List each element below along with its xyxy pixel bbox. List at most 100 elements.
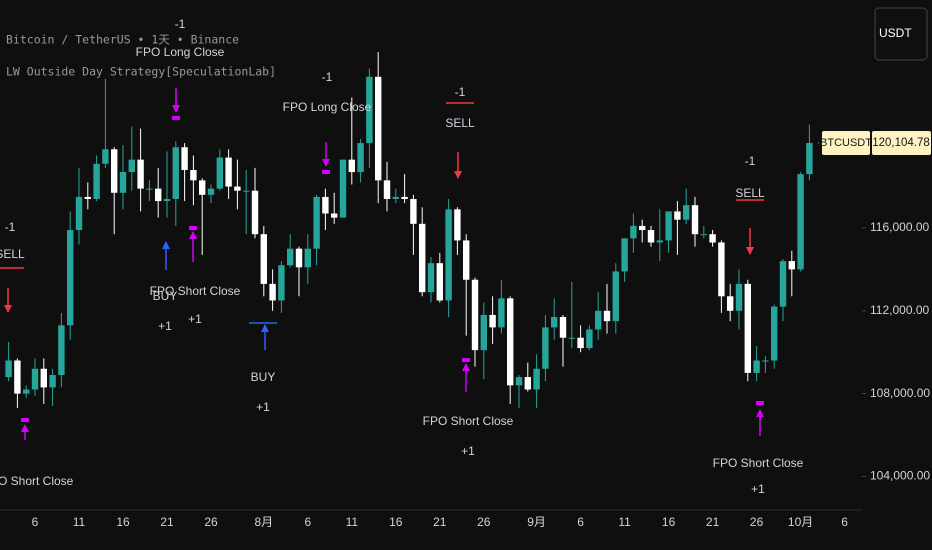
candle-body	[234, 186, 241, 191]
candle-body	[225, 157, 232, 187]
candle-body	[287, 248, 294, 266]
candle-body	[489, 314, 496, 328]
candle-body	[243, 190, 250, 192]
candle-body	[797, 174, 804, 270]
candle-body	[84, 196, 91, 199]
y-tick-label: 104,000.00	[870, 469, 930, 483]
x-tick-label: 16	[116, 515, 130, 529]
candle-body	[595, 310, 602, 330]
candle-body	[58, 325, 65, 375]
signal-label: FPO Short Close	[423, 414, 514, 428]
candle-body	[75, 196, 83, 231]
currency-label[interactable]: USDT	[879, 26, 912, 40]
signal-qty: +1	[461, 444, 475, 458]
x-tick-label: 26	[204, 515, 218, 529]
candle-body	[216, 157, 223, 189]
candle-body	[313, 196, 320, 249]
signal-label: FPO Short Close	[150, 284, 241, 298]
signal-label: SELL	[0, 247, 25, 261]
signal-qty: -1	[175, 17, 186, 31]
x-tick-label: 10月	[788, 515, 813, 529]
candle-body	[762, 360, 769, 362]
candle-body	[375, 76, 382, 181]
x-tick-label: 6	[304, 515, 311, 529]
candle-body	[656, 240, 663, 243]
candle-body	[471, 279, 479, 351]
candle-body	[542, 327, 549, 369]
candle-body	[119, 172, 127, 193]
candle-body	[146, 188, 153, 190]
signal-bar	[21, 418, 29, 422]
candle-body	[577, 337, 584, 349]
signal-label: FPO Long Close	[136, 45, 225, 59]
x-tick-label: 11	[73, 515, 86, 529]
candle-body	[744, 283, 751, 373]
symbol-tag-label: BTCUSDT	[820, 137, 872, 149]
candle-body	[480, 314, 487, 351]
signal-qty: -1	[322, 70, 333, 84]
candle-body	[207, 188, 215, 195]
y-tick-label: 112,000.00	[870, 303, 929, 317]
signal-label: FPO Short Close	[0, 474, 74, 488]
signal-arrowhead	[746, 247, 754, 255]
signal-bar	[172, 116, 180, 120]
last-price-label: 120,104.78	[872, 137, 930, 149]
x-tick-label: 9月	[527, 515, 546, 529]
candle-body	[93, 163, 100, 199]
candle-body	[445, 209, 452, 301]
candle-body	[788, 261, 795, 270]
signal-arrowhead	[261, 324, 269, 332]
signal-bar	[756, 401, 764, 405]
signal-qty: +1	[188, 312, 202, 326]
signal-arrowhead	[189, 231, 197, 239]
candle-body	[665, 211, 672, 241]
candle-body	[647, 230, 655, 243]
candle-body	[515, 377, 523, 386]
candle-body	[753, 360, 760, 373]
candle-body	[639, 225, 646, 231]
signal-bar	[189, 226, 197, 230]
x-tick-label: 21	[160, 515, 174, 529]
candle-body	[735, 283, 743, 311]
candle-body	[419, 223, 426, 293]
signal-arrowhead	[462, 363, 470, 371]
candle-body	[427, 263, 435, 293]
signal-label: BUY	[251, 370, 276, 384]
last-price-tag	[872, 130, 931, 155]
candle-body	[163, 198, 171, 202]
x-tick-label: 11	[346, 515, 359, 529]
signal-label: FPO Short Close	[713, 456, 804, 470]
x-tick-label: 21	[433, 515, 447, 529]
x-tick-label: 16	[389, 515, 403, 529]
candle-body	[683, 205, 690, 220]
plot-area	[5, 51, 813, 409]
x-tick-label: 6	[841, 515, 848, 529]
signal-bar	[322, 170, 330, 174]
candle-body	[111, 149, 118, 193]
candle-body	[366, 76, 373, 144]
signal-arrowhead	[162, 241, 170, 249]
candle-body	[727, 296, 734, 311]
candle-body	[630, 225, 637, 239]
candle-body	[304, 248, 311, 268]
signal-arrowhead	[172, 105, 180, 113]
candle-body	[137, 159, 144, 189]
candle-body	[128, 159, 135, 173]
signal-arrowhead	[756, 409, 764, 417]
x-tick-label: 6	[577, 515, 584, 529]
candle-body	[67, 230, 74, 326]
candle-body	[718, 242, 725, 297]
candle-body	[5, 360, 12, 378]
candle-body	[357, 143, 364, 173]
candle-body	[568, 337, 575, 339]
candle-body	[700, 234, 707, 236]
signal-label: FPO Long Close	[283, 100, 372, 114]
y-tick-label: 108,000.00	[870, 386, 930, 400]
currency-box[interactable]	[874, 7, 928, 61]
x-tick-label: 26	[750, 515, 764, 529]
candle-body	[401, 196, 408, 199]
y-tick-label: 116,000.00	[870, 220, 929, 234]
signal-label: BUY	[153, 289, 178, 303]
